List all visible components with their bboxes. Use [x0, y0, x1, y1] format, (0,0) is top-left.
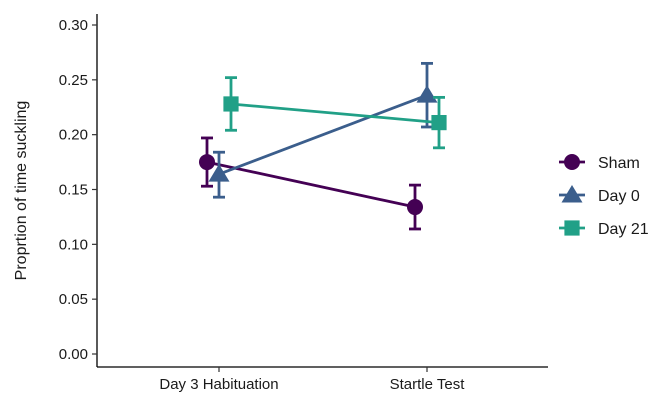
- legend-item-day-0: Day 0: [559, 185, 640, 205]
- data-point: [223, 96, 239, 112]
- legend: Sham Day 0 Day 21: [559, 154, 649, 238]
- y-tick-label: 0.25: [59, 72, 88, 89]
- series-line: [230, 102, 440, 124]
- legend-label: Day 21: [598, 221, 649, 238]
- y-tick-label: 0.30: [59, 17, 88, 34]
- y-tick-label: 0.20: [59, 127, 88, 144]
- series-day-0: [208, 61, 438, 199]
- data-point: [199, 154, 215, 171]
- legend-label: Sham: [598, 155, 640, 172]
- axes: 0.00 0.05 0.10 0.15 0.20 0.25 0.30 Day 3 Habitu…: [59, 14, 548, 393]
- data-point: [208, 164, 230, 182]
- series-day-21: [223, 76, 447, 150]
- legend-marker: [561, 185, 583, 203]
- series-sham: [199, 136, 423, 231]
- legend-label: Day 0: [598, 188, 640, 205]
- y-tick-label: 0.00: [59, 346, 88, 363]
- series-line: [218, 93, 428, 176]
- legend-marker: [564, 220, 580, 236]
- y-axis-title: Proprtion of time suckling: [13, 101, 30, 281]
- data-point: [431, 115, 447, 131]
- series-line: [206, 160, 416, 209]
- data-point: [416, 85, 438, 103]
- x-tick-label: Startle Test: [390, 376, 466, 393]
- y-tick-label: 0.05: [59, 291, 88, 308]
- y-tick-label: 0.10: [59, 236, 88, 253]
- data-point: [407, 199, 423, 216]
- x-tick-label: Day 3 Habituation: [159, 376, 278, 393]
- y-tick-label: 0.15: [59, 182, 88, 199]
- legend-marker: [564, 154, 580, 170]
- legend-item-day-21: Day 21: [559, 220, 649, 238]
- series-layer: [199, 61, 447, 231]
- legend-item-sham: Sham: [559, 154, 640, 172]
